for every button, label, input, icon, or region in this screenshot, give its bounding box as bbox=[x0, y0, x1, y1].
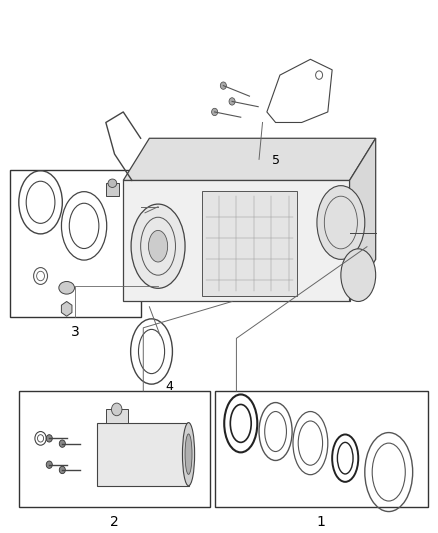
Text: 3: 3 bbox=[71, 325, 80, 339]
Ellipse shape bbox=[59, 466, 65, 474]
Ellipse shape bbox=[341, 249, 376, 302]
Bar bbox=[215, 391, 428, 507]
Text: 5: 5 bbox=[272, 154, 279, 167]
Polygon shape bbox=[123, 138, 376, 180]
Ellipse shape bbox=[185, 434, 192, 474]
Ellipse shape bbox=[148, 230, 168, 262]
Ellipse shape bbox=[212, 108, 218, 116]
Ellipse shape bbox=[183, 423, 194, 486]
Ellipse shape bbox=[46, 435, 52, 442]
Ellipse shape bbox=[229, 98, 235, 105]
Ellipse shape bbox=[220, 82, 226, 90]
Ellipse shape bbox=[112, 403, 122, 416]
Bar bbox=[19, 391, 210, 507]
Bar bbox=[97, 423, 188, 486]
Ellipse shape bbox=[108, 179, 117, 188]
Ellipse shape bbox=[46, 461, 52, 469]
Text: 4: 4 bbox=[165, 381, 173, 393]
Bar bbox=[201, 191, 297, 296]
Polygon shape bbox=[61, 302, 72, 316]
Bar bbox=[106, 409, 127, 423]
Bar bbox=[10, 170, 141, 317]
Ellipse shape bbox=[59, 440, 65, 447]
Ellipse shape bbox=[317, 185, 365, 260]
Text: 1: 1 bbox=[317, 515, 326, 529]
Polygon shape bbox=[350, 138, 376, 302]
Polygon shape bbox=[123, 180, 350, 302]
Text: 2: 2 bbox=[110, 515, 119, 529]
Ellipse shape bbox=[59, 281, 74, 294]
Bar bbox=[106, 183, 119, 196]
Ellipse shape bbox=[131, 204, 185, 288]
